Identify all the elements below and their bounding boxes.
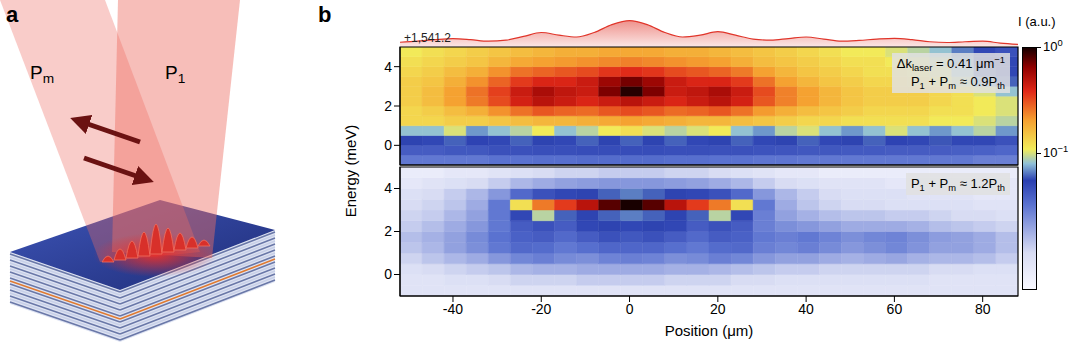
svg-text:0: 0 [626, 301, 634, 317]
html-text:10−1: 10−1 [1043, 143, 1069, 160]
svg-text:40: 40 [798, 301, 814, 317]
html-text:P1: P1 [165, 62, 186, 87]
svg-text:0: 0 [384, 266, 392, 282]
html-text:b: b [318, 2, 332, 27]
html-text:I (a.u.): I (a.u.) [1018, 14, 1056, 29]
svg-text:-20: -20 [531, 301, 551, 317]
html-text:10: 10 [1043, 39, 1058, 54]
html-text:0: 0 [1057, 37, 1063, 48]
svg-text:20: 20 [710, 301, 726, 317]
svg-text:4: 4 [384, 59, 392, 75]
html-text:Position (μm): Position (μm) [664, 322, 754, 339]
html-text:P1+ Pm≈ 0.9Pth: P1+ Pm≈ 0.9Pth [910, 74, 1005, 91]
svg-text:2: 2 [384, 223, 392, 239]
svg-text:80: 80 [975, 301, 991, 317]
html-text:P1+ Pm≈ 1.2Pth: P1+ Pm≈ 1.2Pth [910, 176, 1005, 193]
html-text:Δklaser= 0.41 μm−1: Δklaser= 0.41 μm−1 [896, 54, 1005, 73]
svg-text:4: 4 [384, 180, 392, 196]
html-text:+1,541.2: +1,541.2 [404, 31, 451, 45]
html-text:Pm: Pm [30, 62, 55, 87]
html-text:Energy (meV): Energy (meV) [342, 124, 359, 218]
svg-text:2: 2 [384, 98, 392, 114]
svg-text:0: 0 [384, 137, 392, 153]
svg-text:60: 60 [887, 301, 903, 317]
html-text:a: a [6, 2, 19, 27]
svg-text:-40: -40 [443, 301, 463, 317]
